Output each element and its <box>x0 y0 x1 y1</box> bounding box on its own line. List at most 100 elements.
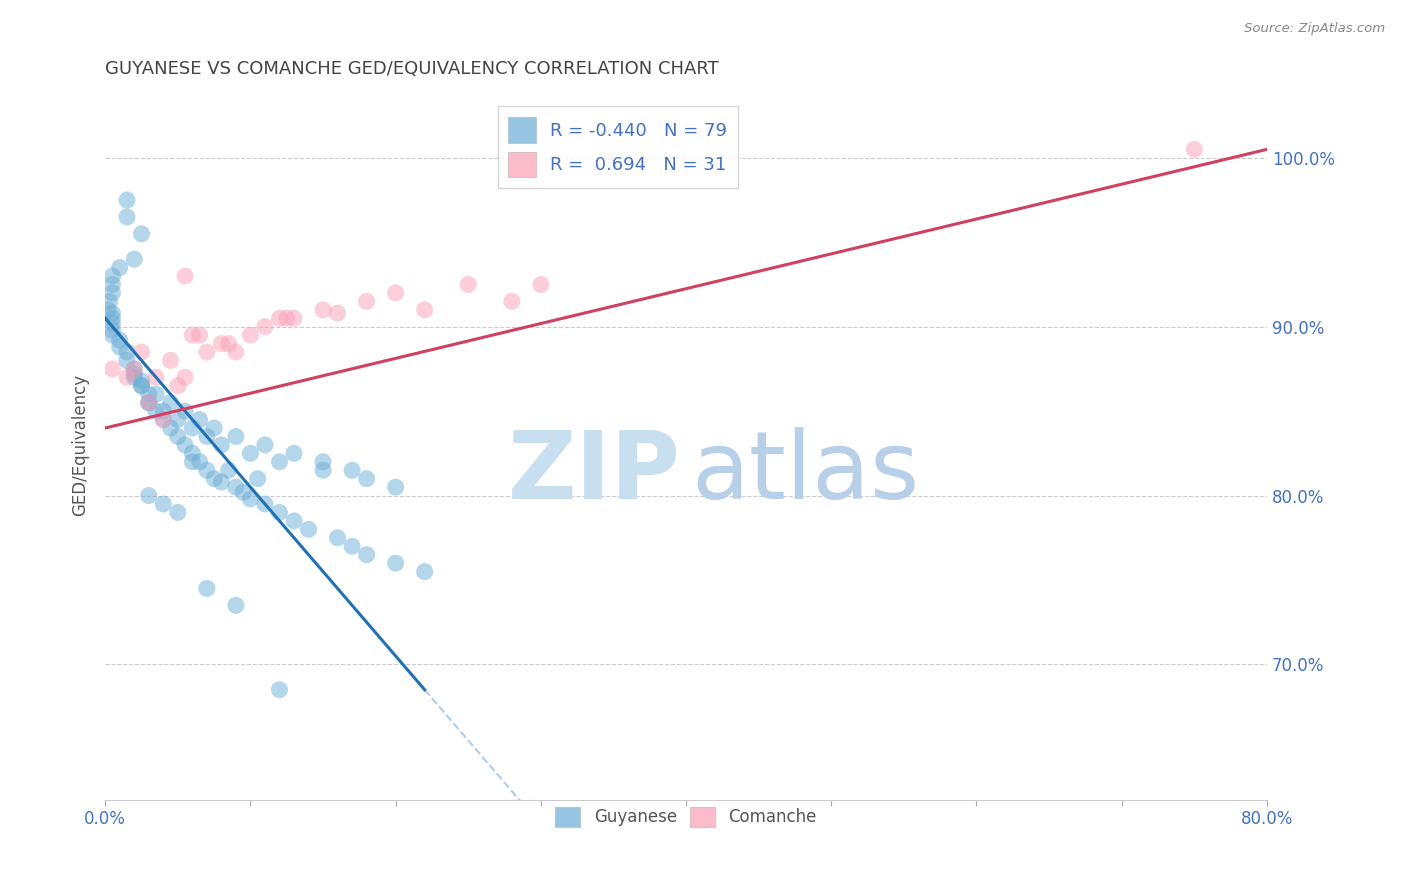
Text: GUYANESE VS COMANCHE GED/EQUIVALENCY CORRELATION CHART: GUYANESE VS COMANCHE GED/EQUIVALENCY COR… <box>105 60 718 78</box>
Point <box>152 412 174 426</box>
Point <box>340 463 363 477</box>
Point <box>131 374 153 388</box>
Point <box>159 353 181 368</box>
Point <box>283 311 305 326</box>
Point <box>101 323 124 337</box>
Point <box>101 285 124 300</box>
Point <box>530 277 553 292</box>
Point <box>239 328 262 343</box>
Point <box>384 556 406 570</box>
Text: Source: ZipAtlas.com: Source: ZipAtlas.com <box>1244 22 1385 36</box>
Point <box>115 345 138 359</box>
Point <box>138 395 160 409</box>
Point <box>202 421 225 435</box>
Point <box>195 429 218 443</box>
Point <box>115 353 138 368</box>
Point <box>283 514 305 528</box>
Point <box>276 311 298 326</box>
Point <box>98 294 121 309</box>
Point <box>188 455 211 469</box>
Point <box>326 306 349 320</box>
Point <box>356 294 378 309</box>
Point <box>188 328 211 343</box>
Y-axis label: GED/Equivalency: GED/Equivalency <box>72 374 89 516</box>
Point <box>145 387 167 401</box>
Point <box>174 268 197 283</box>
Point <box>269 505 291 519</box>
Point <box>101 316 124 330</box>
Point <box>122 367 145 381</box>
Point <box>101 306 124 320</box>
Point <box>297 522 319 536</box>
Point <box>225 429 247 443</box>
Point <box>312 455 335 469</box>
Point <box>97 302 120 317</box>
Point <box>166 379 188 393</box>
Text: ZIP: ZIP <box>508 427 681 519</box>
Point <box>384 480 406 494</box>
Point <box>115 370 138 384</box>
Point <box>239 446 262 460</box>
Point <box>131 227 153 241</box>
Legend: Guyanese, Comanche: Guyanese, Comanche <box>548 800 824 834</box>
Point <box>1182 142 1205 156</box>
Point <box>101 268 124 283</box>
Point <box>159 395 181 409</box>
Point <box>209 438 232 452</box>
Point <box>115 193 138 207</box>
Point <box>340 539 363 553</box>
Point <box>174 404 197 418</box>
Point <box>108 333 131 347</box>
Point <box>108 260 131 275</box>
Point <box>269 455 291 469</box>
Point <box>269 311 291 326</box>
Point <box>413 565 436 579</box>
Point <box>166 429 188 443</box>
Point <box>174 438 197 452</box>
Point <box>152 497 174 511</box>
Point <box>122 362 145 376</box>
Point <box>138 489 160 503</box>
Point <box>131 379 153 393</box>
Point <box>145 404 167 418</box>
Point <box>312 463 335 477</box>
Point <box>356 472 378 486</box>
Point <box>225 345 247 359</box>
Point <box>115 210 138 224</box>
Point <box>239 491 262 506</box>
Point <box>501 294 523 309</box>
Point <box>225 599 247 613</box>
Point <box>145 370 167 384</box>
Point <box>122 362 145 376</box>
Point <box>181 455 204 469</box>
Point <box>181 421 204 435</box>
Point <box>253 319 276 334</box>
Point <box>138 395 160 409</box>
Point <box>101 328 124 343</box>
Point <box>131 379 153 393</box>
Point <box>108 340 131 354</box>
Point <box>195 463 218 477</box>
Point <box>457 277 479 292</box>
Point <box>384 285 406 300</box>
Point <box>253 497 276 511</box>
Point <box>209 475 232 489</box>
Point <box>101 311 124 326</box>
Point <box>232 485 254 500</box>
Point <box>152 412 174 426</box>
Point <box>202 472 225 486</box>
Point <box>312 302 335 317</box>
Point <box>181 328 204 343</box>
Point <box>356 548 378 562</box>
Point <box>218 336 240 351</box>
Point <box>166 505 188 519</box>
Point <box>152 404 174 418</box>
Point <box>122 252 145 267</box>
Point <box>195 582 218 596</box>
Text: atlas: atlas <box>692 427 920 519</box>
Point <box>122 370 145 384</box>
Point <box>138 387 160 401</box>
Point <box>101 277 124 292</box>
Point <box>159 421 181 435</box>
Point <box>209 336 232 351</box>
